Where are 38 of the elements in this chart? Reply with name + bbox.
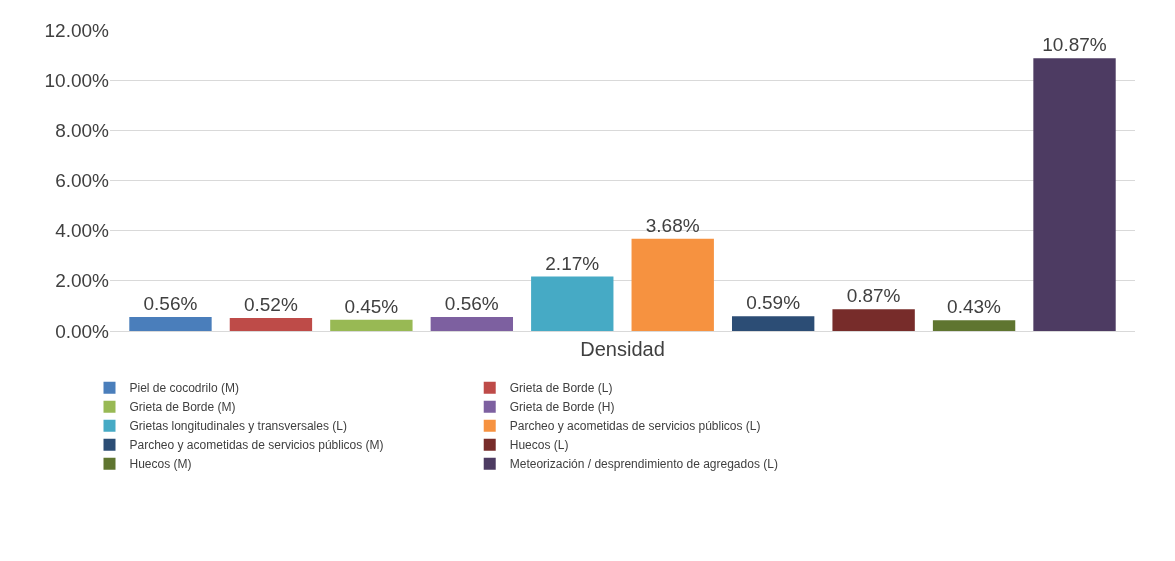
bar [731,316,815,331]
data-label: 0.56% [143,292,198,314]
bar [832,309,915,331]
bar [229,317,313,331]
data-label: 0.56% [444,292,499,314]
legend-label: Parcheo y acometidas de servicios públicos (L) [509,419,761,434]
bar [531,276,614,331]
x-tick-label: Densidad [580,338,665,360]
legend-label: Meteorización / desprendimiento de agregados (L) [509,457,778,472]
data-label: 10.87% [1042,34,1107,56]
legend-label: Grieta de Borde (H) [509,400,615,415]
bar [631,238,714,331]
bar [129,316,212,331]
legend-label: Grieta de Borde (M) [129,400,236,415]
y-tick-label: 12.00% [44,19,110,41]
data-label: 3.68% [645,214,700,236]
data-label: 2.17% [545,252,600,274]
bar [932,320,1016,331]
y-tick-label: 4.00% [55,220,110,242]
y-tick-label: 6.00% [55,170,110,192]
legend-label: Huecos (L) [509,438,569,453]
y-tick-label: 2.00% [55,270,110,292]
legend-label: Piel de cocodrilo (M) [129,381,239,396]
bar [1033,58,1116,331]
legend-label: Parcheo y acometidas de servicios públicos (M) [129,438,384,453]
data-label: 0.43% [947,296,1002,318]
y-tick-label: 10.00% [44,69,110,91]
y-tick-label: 8.00% [55,119,110,141]
bar [330,319,413,331]
y-tick-label: 0.00% [55,320,110,342]
data-label: 0.52% [243,293,298,315]
legend-label: Grietas longitudinales y transversales (L) [129,419,347,434]
bar [430,316,514,331]
legend-label: Grieta de Borde (L) [509,381,613,396]
legend-label: Huecos (M) [129,457,192,472]
data-label: 0.59% [746,292,801,314]
data-label: 0.87% [846,285,901,307]
data-label: 0.45% [344,295,399,317]
